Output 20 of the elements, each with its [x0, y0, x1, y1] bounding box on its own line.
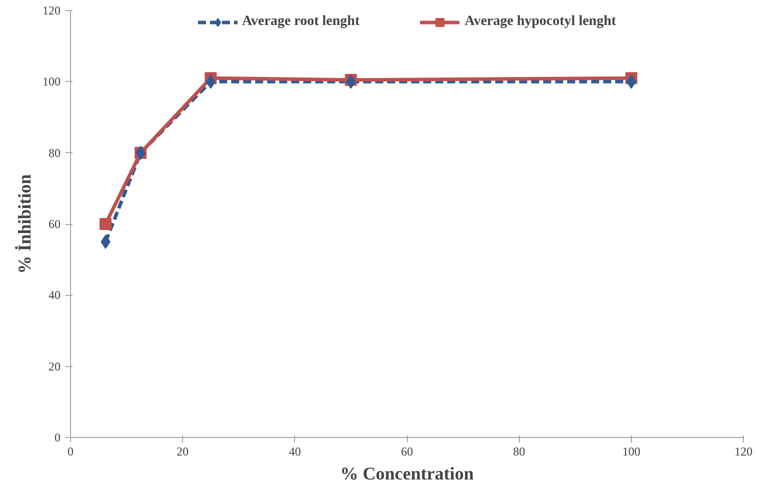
y-tick-label: 100: [42, 74, 60, 89]
x-tick-label: 80: [513, 444, 526, 458]
y-tick-label: 0: [54, 430, 60, 444]
y-tick-label: 60: [48, 217, 60, 231]
x-tick-label: 120: [734, 444, 752, 458]
x-tick-label: 60: [401, 444, 413, 458]
x-tick-label: 0: [68, 444, 74, 458]
x-tick-label: 20: [176, 444, 189, 458]
x-tick-label: 40: [288, 444, 301, 458]
legend-label: Average hypocotyl lenght: [464, 14, 616, 30]
y-axis-title: % İnhibition: [14, 174, 34, 274]
point: [100, 218, 112, 230]
x-axis-title: % Concentration: [340, 464, 474, 484]
y-tick-label: 40: [48, 288, 60, 302]
point: [206, 74, 216, 89]
legend-label: Average root lenght: [242, 14, 360, 30]
y-tick-label: 120: [42, 4, 60, 18]
y-tick-label: 80: [48, 146, 60, 160]
x-tick-label: 100: [622, 444, 640, 458]
y-tick-label: 20: [48, 359, 60, 374]
